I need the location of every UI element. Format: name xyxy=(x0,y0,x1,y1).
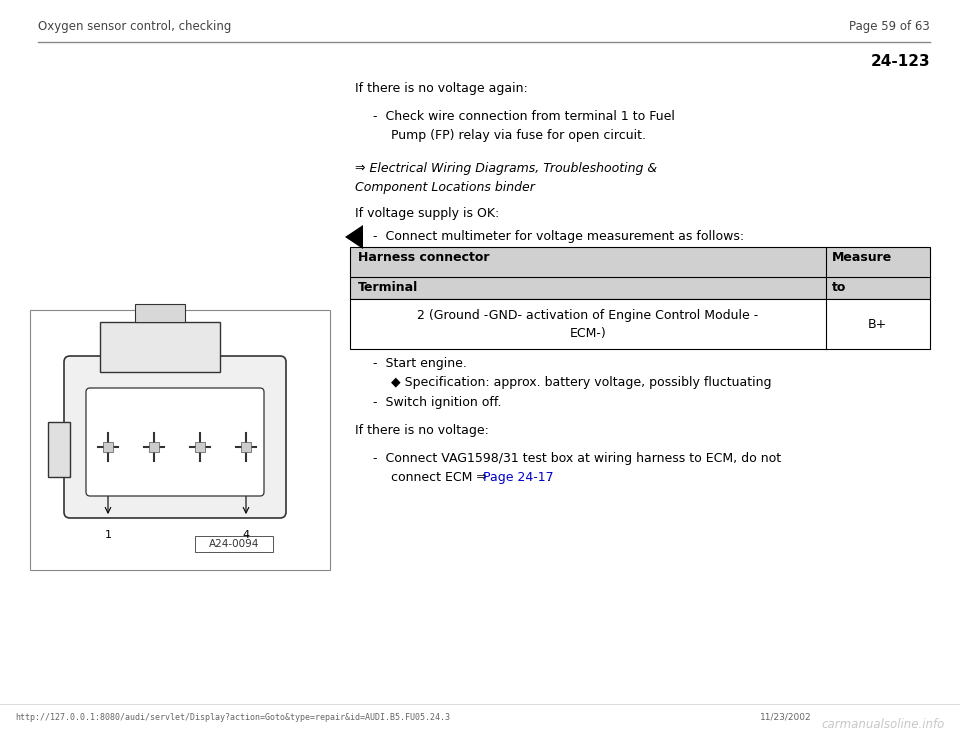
Text: 1: 1 xyxy=(105,530,111,540)
Text: Page 59 of 63: Page 59 of 63 xyxy=(850,20,930,33)
Text: -  Connect multimeter for voltage measurement as follows:: - Connect multimeter for voltage measure… xyxy=(373,230,744,243)
Bar xyxy=(241,442,251,452)
Text: 11/23/2002: 11/23/2002 xyxy=(760,712,811,721)
Bar xyxy=(149,442,159,452)
Bar xyxy=(30,310,330,570)
Text: carmanualsoline.info: carmanualsoline.info xyxy=(822,718,945,731)
Text: Page 24-17: Page 24-17 xyxy=(483,471,554,484)
Text: If voltage supply is OK:: If voltage supply is OK: xyxy=(355,207,499,220)
Bar xyxy=(350,299,930,349)
Text: ECM-): ECM-) xyxy=(569,326,606,340)
Text: Terminal: Terminal xyxy=(358,281,419,294)
Bar xyxy=(135,304,185,322)
Text: If there is no voltage:: If there is no voltage: xyxy=(355,424,489,437)
Text: to: to xyxy=(831,281,846,294)
Text: 24-123: 24-123 xyxy=(871,54,930,69)
Text: -  Start engine.: - Start engine. xyxy=(373,357,467,370)
Text: A24-0094: A24-0094 xyxy=(209,539,259,549)
Text: Measure: Measure xyxy=(831,251,892,264)
Text: connect ECM ⇒: connect ECM ⇒ xyxy=(391,471,491,484)
Text: .: . xyxy=(543,471,551,484)
Bar xyxy=(195,442,205,452)
Bar xyxy=(48,422,70,477)
Text: 4: 4 xyxy=(243,530,250,540)
Text: Oxygen sensor control, checking: Oxygen sensor control, checking xyxy=(38,20,231,33)
FancyBboxPatch shape xyxy=(86,388,264,496)
Text: 2 (Ground -GND- activation of Engine Control Module -: 2 (Ground -GND- activation of Engine Con… xyxy=(418,309,758,321)
Bar xyxy=(100,322,220,372)
Bar xyxy=(195,536,273,552)
Text: ⇒ Electrical Wiring Diagrams, Troubleshooting &: ⇒ Electrical Wiring Diagrams, Troublesho… xyxy=(355,162,658,175)
Text: B+: B+ xyxy=(868,318,887,330)
Text: -  Switch ignition off.: - Switch ignition off. xyxy=(373,396,501,409)
Text: Pump (FP) relay via fuse for open circuit.: Pump (FP) relay via fuse for open circui… xyxy=(391,129,646,142)
Text: ◆ Specification: approx. battery voltage, possibly fluctuating: ◆ Specification: approx. battery voltage… xyxy=(391,376,772,389)
Text: -  Connect VAG1598/31 test box at wiring harness to ECM, do not: - Connect VAG1598/31 test box at wiring … xyxy=(373,452,781,465)
Text: Component Locations binder: Component Locations binder xyxy=(355,181,535,194)
Text: If there is no voltage again:: If there is no voltage again: xyxy=(355,82,528,95)
FancyBboxPatch shape xyxy=(64,356,286,518)
Text: -  Check wire connection from terminal 1 to Fuel: - Check wire connection from terminal 1 … xyxy=(373,110,675,123)
Text: Harness connector: Harness connector xyxy=(358,251,490,264)
Bar xyxy=(350,247,930,299)
Polygon shape xyxy=(345,225,363,249)
Text: http://127.0.0.1:8080/audi/servlet/Display?action=Goto&type=repair&id=AUDI.B5.FU: http://127.0.0.1:8080/audi/servlet/Displ… xyxy=(15,712,450,721)
Bar xyxy=(103,442,113,452)
